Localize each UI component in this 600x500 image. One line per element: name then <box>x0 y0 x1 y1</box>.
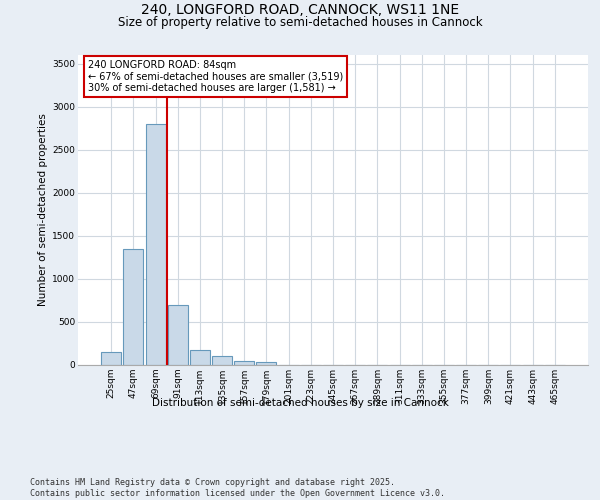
Bar <box>124 248 143 365</box>
Bar <box>212 356 232 365</box>
Bar <box>146 124 166 365</box>
Bar <box>101 352 121 365</box>
Bar <box>234 360 254 365</box>
Text: Distribution of semi-detached houses by size in Cannock: Distribution of semi-detached houses by … <box>152 398 448 407</box>
Text: Size of property relative to semi-detached houses in Cannock: Size of property relative to semi-detach… <box>118 16 482 29</box>
Text: Contains HM Land Registry data © Crown copyright and database right 2025.
Contai: Contains HM Land Registry data © Crown c… <box>30 478 445 498</box>
Y-axis label: Number of semi-detached properties: Number of semi-detached properties <box>38 114 48 306</box>
Text: 240, LONGFORD ROAD, CANNOCK, WS11 1NE: 240, LONGFORD ROAD, CANNOCK, WS11 1NE <box>141 2 459 16</box>
Text: 240 LONGFORD ROAD: 84sqm
← 67% of semi-detached houses are smaller (3,519)
30% o: 240 LONGFORD ROAD: 84sqm ← 67% of semi-d… <box>88 60 343 93</box>
Bar <box>190 350 210 365</box>
Bar <box>168 304 188 365</box>
Bar <box>256 362 277 365</box>
